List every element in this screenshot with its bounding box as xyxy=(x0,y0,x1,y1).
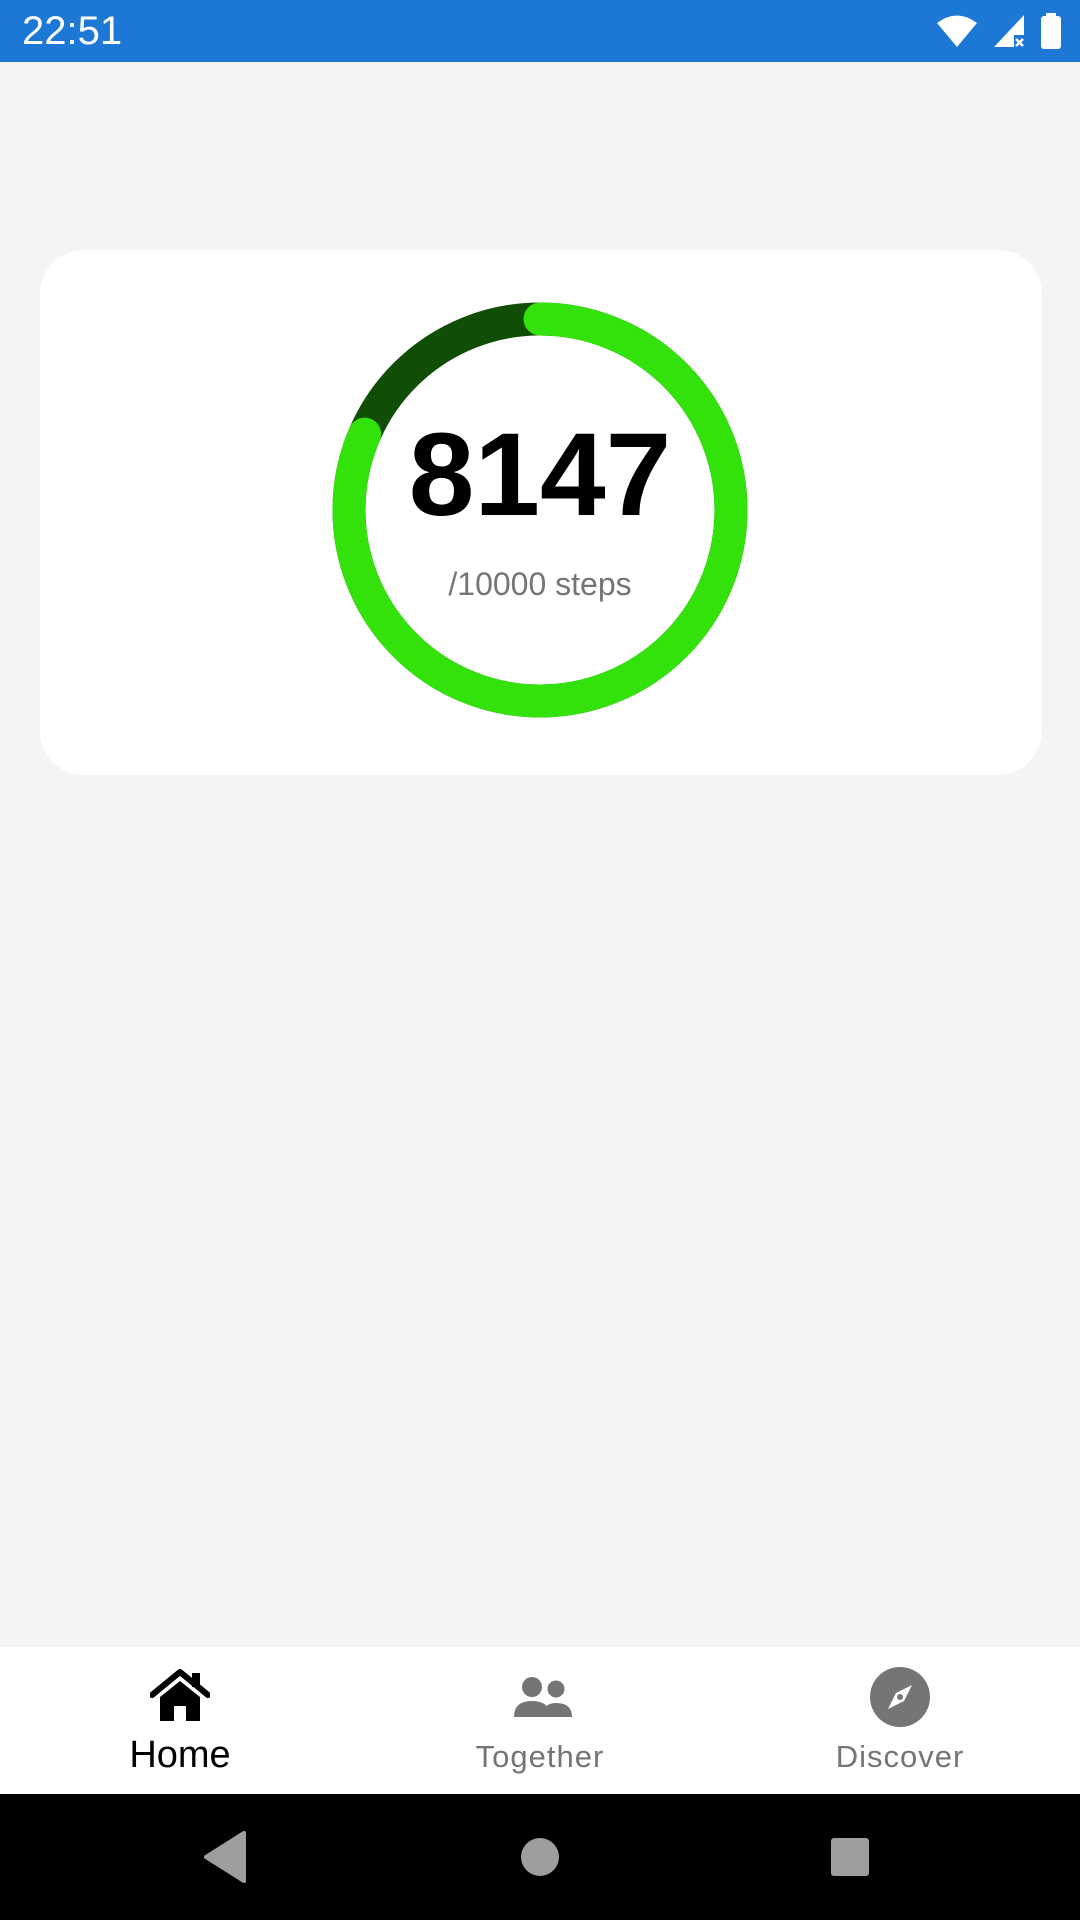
status-bar: 22:51 xyxy=(0,0,1080,62)
bottom-navigation: Home Together Discover xyxy=(0,1647,1080,1794)
status-time: 22:51 xyxy=(22,9,123,53)
nav-discover-label: Discover xyxy=(835,1739,965,1774)
home-circle-icon[interactable] xyxy=(510,1827,570,1887)
step-goal-label: /10000 steps xyxy=(448,566,632,602)
cell-signal-icon xyxy=(992,13,1026,49)
status-icons xyxy=(936,12,1062,50)
nav-together-tab[interactable]: Together xyxy=(360,1647,720,1794)
back-icon[interactable] xyxy=(196,1827,256,1887)
nav-home-label: Home xyxy=(129,1734,231,1776)
nav-together-label: Together xyxy=(475,1739,605,1774)
nav-discover-tab[interactable]: Discover xyxy=(720,1647,1080,1794)
compass-icon xyxy=(870,1667,930,1727)
progress-ring-fill xyxy=(332,302,748,718)
home-icon xyxy=(149,1667,211,1727)
progress-ring xyxy=(332,302,748,718)
people-icon xyxy=(510,1667,572,1727)
battery-icon xyxy=(1040,13,1062,49)
nav-home-tab[interactable]: Home xyxy=(0,1647,360,1794)
recents-icon[interactable] xyxy=(820,1827,880,1887)
wifi-icon xyxy=(936,14,978,48)
system-navigation-bar xyxy=(0,1794,1080,1920)
step-count: 8147 xyxy=(408,409,672,541)
